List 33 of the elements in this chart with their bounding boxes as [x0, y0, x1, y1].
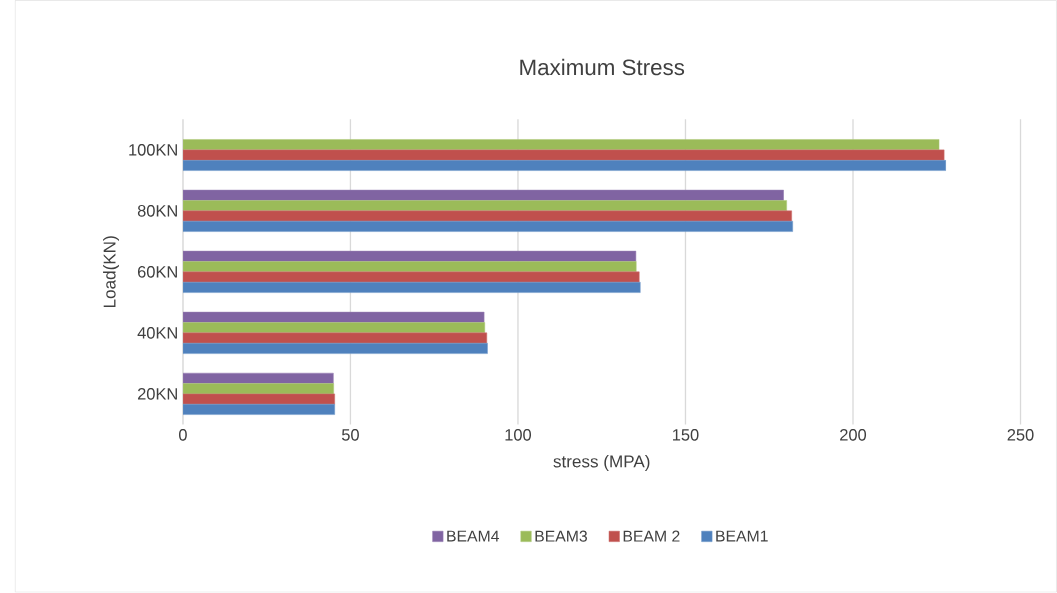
bar: [182, 200, 787, 212]
bar: [182, 322, 486, 334]
bar: [182, 332, 488, 344]
x-tick-label: 150: [673, 429, 699, 441]
legend-label: BEAM3: [535, 530, 587, 542]
legend-label: BEAM 2: [623, 530, 680, 542]
bar: [182, 282, 641, 294]
y-tick-label: 20KN: [137, 388, 177, 400]
legend-label: BEAM4: [447, 530, 500, 542]
x-tick-label: 50: [341, 429, 359, 441]
legend-label: BEAM1: [716, 530, 768, 542]
y-tick-label: 40KN: [137, 327, 177, 339]
y-tick-label: 80KN: [137, 205, 177, 217]
bar: [182, 160, 947, 172]
bar: [182, 221, 793, 233]
x-tick-label: 250: [1007, 429, 1034, 441]
bar: [182, 139, 940, 151]
x-tick-label: 100: [505, 429, 532, 441]
x-tick-label: 200: [840, 429, 867, 441]
bar: [182, 393, 335, 405]
bar: [182, 404, 335, 416]
bar: [182, 271, 640, 283]
y-tick-label: 100KN: [129, 144, 177, 156]
bar: [182, 210, 792, 222]
x-axis-title: stress (MPA): [553, 455, 650, 472]
chart-title: Maximum Stress: [520, 58, 685, 76]
bar: [182, 149, 945, 161]
y-axis-title: Load(KN): [103, 236, 120, 308]
bar: [182, 383, 334, 395]
x-tick-label: 0: [179, 429, 187, 441]
y-tick-label: 60KN: [137, 266, 177, 278]
bar: [182, 343, 488, 355]
bar: [182, 261, 637, 273]
